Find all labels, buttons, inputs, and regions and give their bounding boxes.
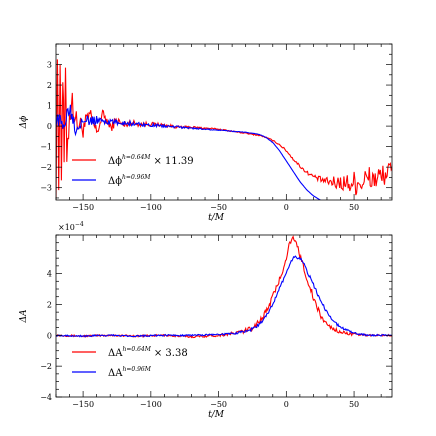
legend-label: Δϕh=0.64M × 11.39 bbox=[108, 154, 194, 167]
y-axis-label: Δϕ bbox=[19, 116, 29, 130]
series-line-0 bbox=[56, 59, 392, 198]
y-tick-label: −4 bbox=[40, 393, 52, 402]
legend-label: ΔAh=0.64M × 3.38 bbox=[108, 346, 188, 359]
plot-frame bbox=[55, 234, 393, 398]
x-tick-label: −100 bbox=[140, 400, 162, 409]
legend-label: Δϕh=0.96M bbox=[108, 174, 151, 187]
y-tick-label: 4 bbox=[47, 270, 52, 279]
legend-entry-1: Δϕh=0.96M bbox=[72, 174, 151, 187]
y-tick-label: 2 bbox=[47, 300, 52, 309]
bottom-panel-amplitude-difference: −150 −100 −50 0 50 −4 −2 0 2 4 t/M ΔA ×10−4 ΔAh=0.64M… bbox=[19, 221, 393, 420]
y-scale-multiplier: ×10−4 bbox=[58, 221, 84, 232]
x-tick-label: 0 bbox=[284, 203, 289, 212]
series-line-1 bbox=[56, 104, 322, 200]
y-axis-label: ΔA bbox=[19, 309, 29, 323]
y-tick-label: 0 bbox=[47, 331, 52, 340]
x-axis-label: t/M bbox=[208, 213, 225, 223]
y-tick-label: 2 bbox=[47, 81, 52, 90]
x-axis-label: t/M bbox=[208, 410, 225, 420]
y-tick-label: −2 bbox=[40, 163, 52, 172]
y-tick-label: 3 bbox=[47, 61, 52, 70]
x-tick-label: −50 bbox=[210, 400, 227, 409]
x-tick-label: 50 bbox=[349, 203, 359, 212]
series-line-0 bbox=[56, 235, 392, 339]
series-line-1 bbox=[56, 255, 392, 338]
x-tick-label: −150 bbox=[72, 203, 94, 212]
x-tick-label: −50 bbox=[210, 203, 227, 212]
y-tick-label: −3 bbox=[40, 184, 52, 193]
y-tick-label: −1 bbox=[40, 143, 52, 152]
top-panel-phase-difference: −150 −100 −50 0 50 −3 −2 −1 0 1 2 3 t/M Δϕ Δϕh=0.64M × … bbox=[19, 43, 393, 223]
series-group bbox=[56, 59, 392, 200]
x-tick-label: 50 bbox=[349, 400, 359, 409]
x-tick-label: −150 bbox=[72, 400, 94, 409]
legend-entry-0: ΔAh=0.64M × 3.38 bbox=[72, 346, 188, 359]
y-tick-label: 1 bbox=[47, 102, 52, 111]
y-tick-label: −2 bbox=[40, 362, 52, 371]
y-tick-label: 0 bbox=[47, 122, 52, 131]
plot-frame bbox=[55, 43, 393, 201]
legend-label: ΔAh=0.96M bbox=[108, 366, 152, 379]
legend-entry-1: ΔAh=0.96M bbox=[72, 366, 152, 379]
series-group bbox=[56, 235, 392, 339]
x-tick-label: 0 bbox=[284, 400, 289, 409]
x-tick-label: −100 bbox=[140, 203, 162, 212]
legend-entry-0: Δϕh=0.64M × 11.39 bbox=[72, 154, 194, 167]
